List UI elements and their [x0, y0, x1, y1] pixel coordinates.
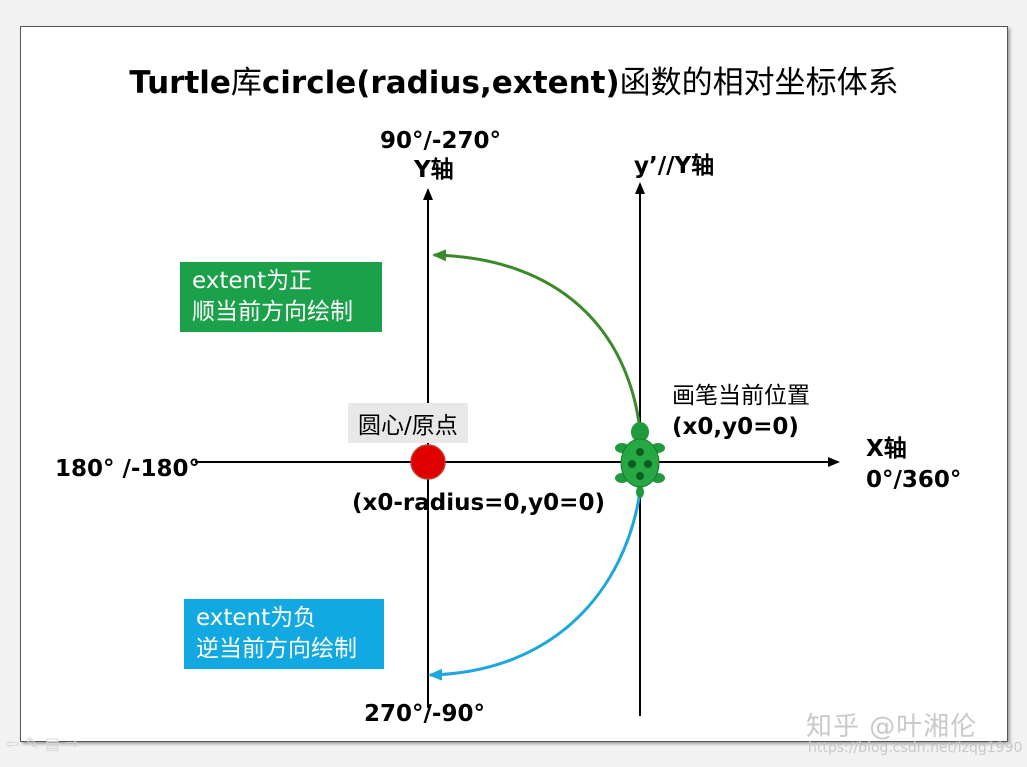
x-axis-name: X轴: [866, 436, 907, 462]
slide-nav-icons: ⇦✎▤⇨: [6, 734, 86, 753]
origin-label: 圆心/原点: [348, 403, 468, 443]
negative-extent-line1: extent为负: [196, 605, 317, 631]
positive-extent-line1: extent为正: [192, 268, 313, 294]
y-axis-top-angle: 90°/-270°: [380, 128, 501, 154]
negative-extent-box: extent为负 逆当前方向绘制: [184, 599, 384, 670]
negative-extent-arc: [428, 491, 642, 681]
positive-extent-arc: [432, 249, 642, 431]
watermark-url: https://blog.csdn.net/lzqg1990: [808, 740, 1023, 756]
pen-position-label: 画笔当前位置: [672, 383, 810, 409]
x-axis-left-angle: 180° /-180°: [55, 456, 200, 482]
origin-coords: (x0-radius=0,y0=0): [352, 490, 605, 516]
watermark-text: 知乎 @叶湘伦: [806, 712, 978, 742]
positive-extent-box: extent为正 顺当前方向绘制: [180, 262, 382, 333]
diagram-title: Turtle库circle(radius,extent)函数的相对坐标体系: [129, 65, 899, 101]
y-axis-name: Y轴: [414, 157, 454, 183]
y-prime-axis-name: y’//Y轴: [634, 153, 715, 179]
turtle-icon: [615, 422, 665, 498]
pen-position-coords: (x0,y0=0): [672, 414, 799, 440]
y-axis-bottom-angle: 270°/-90°: [364, 701, 485, 727]
negative-extent-line2: 逆当前方向绘制: [196, 636, 357, 663]
x-axis-right-angle: 0°/360°: [866, 467, 962, 493]
origin-dot: [410, 444, 446, 480]
positive-extent-line2: 顺当前方向绘制: [192, 299, 353, 326]
